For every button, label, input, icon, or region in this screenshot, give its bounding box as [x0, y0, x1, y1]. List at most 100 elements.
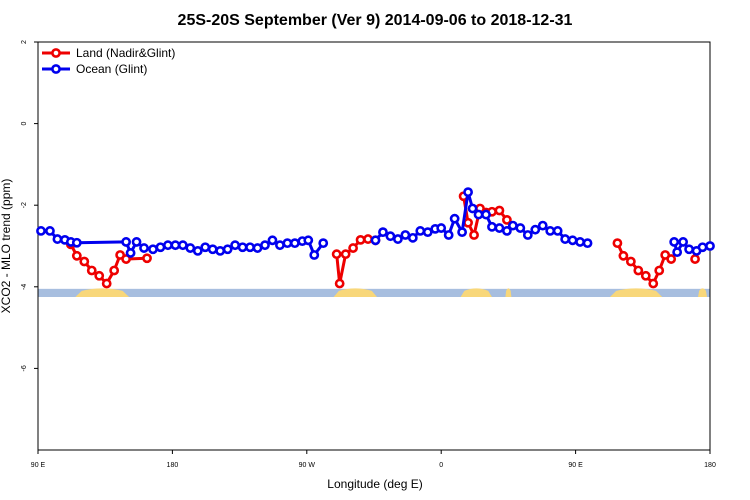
data-point [355, 234, 366, 245]
y-tick-label: -4 [21, 284, 28, 290]
data-point [331, 249, 342, 260]
data-point [545, 226, 556, 236]
data-point [481, 209, 491, 220]
data-point [618, 250, 629, 261]
data-point [177, 240, 188, 251]
y-tick-label: 0 [21, 122, 28, 126]
data-point [487, 221, 497, 232]
data-point [252, 243, 263, 253]
data-point [515, 223, 526, 233]
x-tick-label: 90 E [31, 462, 46, 469]
data-point [71, 237, 82, 248]
data-point [237, 242, 248, 253]
data-point [407, 232, 418, 243]
y-tick-label: -6 [21, 365, 28, 371]
data-point [385, 231, 396, 242]
data-point [494, 205, 505, 216]
data-point [79, 256, 90, 267]
y-tick-label: 2 [21, 40, 28, 44]
data-point [200, 242, 211, 253]
data-point [121, 237, 132, 247]
data-point [155, 242, 166, 253]
land-patch [609, 288, 663, 297]
y-axis-label: XCO2 - MLO trend (ppm) [0, 179, 13, 314]
data-point [537, 220, 548, 231]
legend: Land (Nadir&Glint) Ocean (Glint) [42, 46, 175, 76]
data-point [185, 243, 196, 253]
data-point [121, 254, 132, 264]
data-point [275, 240, 285, 251]
data-point [567, 235, 578, 246]
land-patch [75, 288, 130, 297]
data-point [560, 234, 571, 244]
data-point [309, 250, 320, 260]
data-point [467, 203, 478, 214]
data-point [473, 209, 484, 220]
data-point [612, 238, 623, 249]
data-point [400, 230, 411, 240]
data-point [530, 224, 541, 235]
data-point [303, 235, 314, 246]
chart-title: 25S-20S September (Ver 9) 2014-09-06 to … [178, 12, 573, 29]
data-point [170, 240, 181, 251]
data-point [502, 214, 512, 225]
data-point [494, 223, 505, 233]
data-point [148, 244, 158, 255]
data-point [625, 256, 636, 267]
data-point [340, 249, 351, 260]
x-axis-label: Longitude (deg E) [327, 477, 422, 491]
data-point [45, 226, 55, 236]
data-point [215, 245, 226, 256]
data-point [463, 217, 473, 228]
data-point [230, 240, 241, 251]
land-patch [333, 288, 377, 297]
data-point [86, 265, 97, 276]
data-point [654, 265, 665, 276]
data-point [370, 235, 381, 246]
data-point [469, 230, 479, 240]
data-point [502, 226, 512, 236]
data-point [289, 238, 300, 249]
data-point [71, 250, 82, 261]
legend-item: Land (Nadir&Glint) [42, 46, 175, 60]
data-point [640, 270, 651, 281]
series-land [65, 191, 700, 289]
data-point [363, 234, 373, 244]
data-point [666, 254, 677, 264]
data-point [575, 237, 585, 247]
data-point [245, 242, 255, 253]
data-point [52, 234, 63, 244]
x-tick-label: 180 [167, 462, 179, 469]
land-patch [698, 288, 708, 297]
data-point [101, 278, 112, 289]
data-point [142, 253, 152, 264]
ocean-band [38, 288, 710, 297]
data-point [378, 227, 388, 238]
data-point [507, 220, 518, 231]
data-point [222, 244, 233, 255]
data-point [705, 241, 715, 251]
data-point [633, 265, 644, 276]
legend-swatch-marker [51, 64, 61, 74]
x-tick-label: 180 [704, 462, 716, 469]
data-point [552, 226, 563, 236]
series-ocean [36, 187, 715, 260]
data-point [422, 227, 433, 238]
data-point [318, 238, 329, 249]
data-point [260, 240, 270, 251]
data-point [267, 235, 278, 246]
legend-label: Land (Nadir&Glint) [76, 46, 175, 60]
data-point [457, 227, 468, 238]
data-point [348, 243, 358, 253]
data-point [449, 213, 460, 224]
x-tick-label: 90 E [568, 462, 583, 469]
data-point [139, 243, 149, 253]
data-point [109, 265, 120, 276]
land-ocean-strip [38, 288, 710, 297]
x-axis: 90 E 180 90 W 0 90 E 180 [31, 450, 716, 469]
data-point [697, 242, 708, 253]
data-point [582, 238, 593, 249]
data-point [690, 254, 700, 264]
series-layer [36, 187, 715, 289]
